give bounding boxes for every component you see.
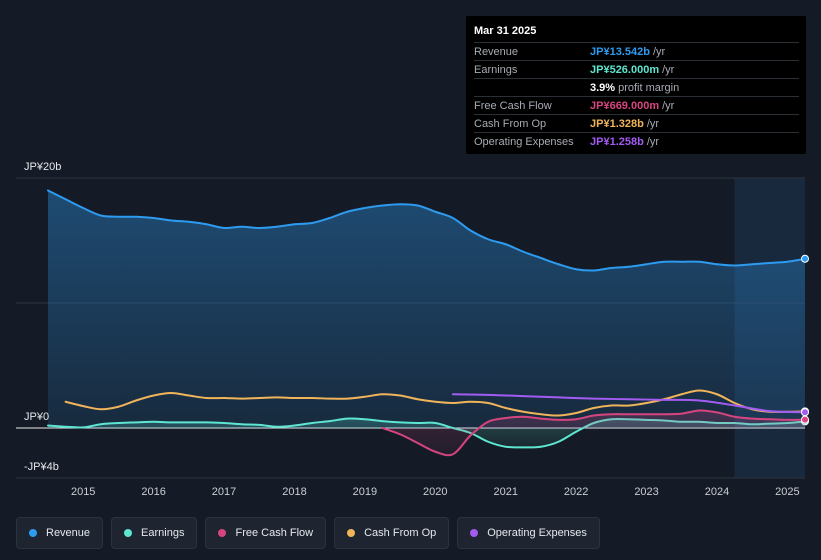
x-tick-label: 2023 [634, 486, 658, 498]
legend-label: Operating Expenses [487, 527, 587, 539]
tooltip-row: 3.9% profit margin [474, 78, 799, 96]
x-tick-label: 2017 [212, 486, 236, 498]
operating-expenses-end-point [801, 408, 809, 417]
legend-dot-icon [347, 529, 356, 537]
tooltip-row: Earnings JP¥526.000m/yr [474, 60, 799, 78]
x-tick-label: 2020 [423, 486, 447, 498]
chart: JP¥20b JP¥0 -JP¥4b 2015 2016 2017 2018 2019 2020… [16, 161, 809, 498]
operating-expenses-line [451, 393, 806, 414]
x-tick-label: 2016 [141, 486, 165, 498]
y-tick-label: -JP¥4b [24, 461, 59, 473]
tooltip-row-unit: /yr [662, 99, 675, 112]
labels-layer: JP¥20b JP¥0 -JP¥4b 2015 2016 2017 2018 2019 2020… [24, 161, 800, 498]
legend-dot-icon [218, 529, 227, 537]
revenue-end-point [801, 254, 809, 263]
tooltip-row: Operating Expenses JP¥1.258b/yr [474, 132, 799, 150]
tooltip-rows: Revenue JP¥13.542b/yr Earnings JP¥526.000m /… [474, 42, 799, 150]
tooltip-row-value: JP¥669.000m [590, 99, 660, 112]
legend-label: Earnings [141, 527, 185, 539]
y-tick-label: JP¥0 [24, 411, 49, 423]
tooltip-row-unit: /yr [662, 63, 675, 76]
legend-label: Cash From Op [364, 527, 437, 539]
tooltip-row-value: JP¥13.542b [590, 45, 650, 58]
free-cash-flow-end-point [801, 415, 809, 424]
legend-label: Revenue [46, 527, 91, 539]
x-tick-label: 2025 [775, 486, 799, 498]
tooltip-date: Mar 31 2025 [474, 25, 537, 37]
x-tick-label: 2018 [282, 486, 306, 498]
x-tick-label: 2021 [493, 486, 517, 498]
tooltip-panel: Mar 31 2025 Revenue JP¥13.542b/yr Earnings… [466, 16, 806, 154]
legend-dot-icon [124, 529, 133, 537]
tooltip-row: Free Cash Flow JP¥669.000m/yr [474, 96, 799, 114]
x-tick-label: 2015 [71, 486, 95, 498]
tooltip-row-value: JP¥1.328b [590, 117, 644, 130]
free-cash-flow-area [382, 410, 805, 456]
tooltip-row-unit: profit margin [618, 81, 680, 94]
tooltip-row: Cash From Op JP¥1.328b/yr [474, 114, 799, 132]
tooltip-row-name: Operating Expenses [474, 135, 574, 148]
tooltip-row-unit: /yr [646, 117, 660, 130]
tooltip-row-value: JP¥526.000m [590, 63, 660, 76]
revenue-area [48, 190, 805, 428]
legend: Revenue Earnings Free Cash Flow Cash From O… [16, 517, 600, 549]
legend-item-cash-from-op[interactable]: Cash From Op [334, 517, 450, 549]
legend-item-free-cash-flow[interactable]: Free Cash Flow [205, 517, 327, 549]
free-cash-flow-line [381, 409, 806, 457]
legend-label: Free Cash Flow [235, 527, 314, 539]
x-tick-label: 2024 [705, 486, 729, 498]
tooltip-row-value: 3.9% [590, 81, 616, 94]
tooltip-row: Revenue JP¥13.542b/yr [474, 42, 799, 60]
legend-dot-icon [470, 529, 479, 537]
revenue-line [47, 189, 806, 272]
series-layer [47, 189, 809, 457]
legend-item-operating-expenses[interactable]: Operating Expenses [457, 517, 600, 549]
legend-dot-icon [29, 529, 37, 537]
tooltip-row-name: Revenue [474, 45, 519, 58]
tooltip-row-unit: /yr [652, 45, 666, 58]
legend-item-revenue[interactable]: Revenue [16, 517, 104, 549]
legend-item-earnings[interactable]: Earnings [111, 517, 198, 549]
tooltip-row-value: JP¥1.258b [590, 135, 644, 148]
tooltip-row-name: Cash From Op [474, 117, 547, 130]
x-tick-label: 2022 [564, 486, 588, 498]
x-tick-label: 2019 [353, 486, 377, 498]
cash-from-op-line [64, 389, 806, 417]
y-tick-label: JP¥20b [24, 161, 61, 173]
tooltip-row-unit: /yr [646, 135, 660, 148]
tooltip-row-name: Free Cash Flow [474, 99, 552, 112]
tooltip-row-name: Earnings [474, 63, 518, 76]
